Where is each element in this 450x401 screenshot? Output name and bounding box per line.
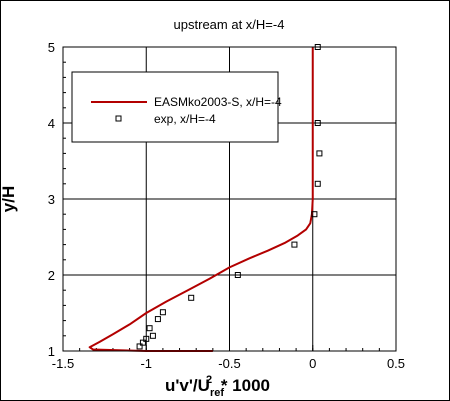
x-axis-label-superscript: 2 — [206, 374, 212, 386]
series-lines — [88, 47, 314, 352]
legend-box — [71, 71, 279, 143]
data-point-exp — [314, 120, 321, 126]
legend-label-model: EASMko2003-S, x/H=-4 — [154, 95, 282, 109]
data-point-exp — [316, 150, 323, 157]
data-point-exp — [154, 316, 161, 323]
x-axis-label-text: u'v'/Uref2 * 1000 — [165, 374, 270, 399]
data-point-exp — [311, 211, 318, 218]
x-axis-label-main: u'v'/U — [165, 376, 210, 395]
x-tick-label: -1 — [140, 356, 152, 371]
legend: EASMko2003-S, x/H=-4 exp, x/H=-4 — [71, 71, 282, 143]
x-tick-label: -0.5 — [218, 356, 240, 371]
x-axis-label: u'v'/Uref2 * 1000 — [165, 374, 270, 399]
data-point-exp — [146, 325, 153, 332]
y-tick-label: 1 — [48, 344, 55, 359]
chart-title: upstream at x/H=-4 — [174, 17, 285, 32]
data-point-exp — [159, 309, 166, 316]
series-line-model — [88, 47, 314, 352]
y-tick-label: 3 — [48, 192, 55, 207]
series-points — [136, 44, 323, 350]
legend-square-marker-icon — [115, 115, 122, 122]
plot-area-frame — [62, 46, 397, 352]
x-tick-label: 0 — [309, 356, 316, 371]
x-tick-label: 0.5 — [387, 356, 405, 371]
data-point-exp — [143, 335, 150, 342]
data-point-exp — [291, 241, 298, 248]
data-point-exp — [149, 332, 156, 339]
y-tick-label: 5 — [48, 40, 55, 55]
data-point-exp — [234, 272, 241, 278]
x-axis-label-tail: * 1000 — [216, 376, 270, 395]
y-axis-label: y/H — [0, 186, 18, 212]
x-tick-label: -1.5 — [52, 356, 74, 371]
x-axis-label-subscript: ref — [210, 387, 224, 399]
legend-label-exp: exp, x/H=-4 — [154, 112, 216, 126]
data-point-exp — [188, 294, 195, 301]
data-point-exp — [139, 339, 146, 346]
y-tick-label: 2 — [48, 268, 55, 283]
y-tick-label: 4 — [48, 116, 55, 131]
data-point-exp — [136, 343, 143, 350]
data-point-exp — [314, 180, 321, 187]
